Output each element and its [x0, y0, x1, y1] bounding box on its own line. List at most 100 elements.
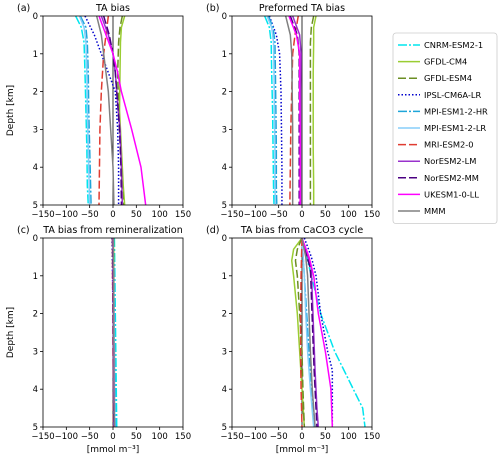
- x-tick-label: −150: [220, 210, 243, 220]
- x-tick-label: 100: [152, 432, 168, 442]
- panel-title: TA bias: [95, 3, 130, 14]
- x-tick-label: 150: [175, 432, 191, 442]
- series-line-mmm: [95, 16, 115, 205]
- panel-title: TA bias from CaCO3 cycle: [240, 225, 364, 236]
- y-tick-label: 1: [222, 272, 227, 282]
- x-tick-label: −100: [55, 432, 78, 442]
- x-tick-label: 0: [110, 210, 115, 220]
- y-tick-label: 0: [33, 234, 38, 244]
- y-tick-label: 2: [33, 310, 38, 320]
- legend-entry: GFDL-ESM4: [398, 73, 472, 83]
- legend-entry: CNRM-ESM2-1: [398, 40, 483, 50]
- x-tick-label: −100: [244, 432, 267, 442]
- panel-1: −150 −100 −50 0 50 100 150 0 1 2 3 4 5 (b) Preformed T…: [206, 3, 380, 220]
- x-tick-label: −50: [81, 210, 99, 220]
- legend-label: IPSL-CM6A-LR: [424, 90, 482, 100]
- y-axis-label: Depth [km]: [6, 307, 16, 358]
- legend-label: MRI-ESM2-0: [424, 140, 474, 150]
- x-tick-label: 150: [175, 210, 191, 220]
- series-line-noresm2-mm: [301, 238, 318, 427]
- x-tick-label: 0: [299, 432, 304, 442]
- y-tick-label: 1: [33, 50, 38, 60]
- legend-entry: MRI-ESM2-0: [398, 140, 474, 150]
- x-tick-label: 150: [364, 432, 380, 442]
- legend-label: NorESM2-LM: [424, 156, 476, 166]
- legend-box: [392, 32, 498, 225]
- series-line-gfdl-esm4: [116, 16, 125, 205]
- y-tick-label: 5: [222, 201, 227, 211]
- legend-entry: MPI-ESM1-2-HR: [398, 106, 488, 116]
- y-tick-label: 0: [222, 234, 227, 244]
- x-tick-label: 50: [320, 210, 331, 220]
- legend-entry: GFDL-CM4: [398, 57, 467, 67]
- legend: CNRM-ESM2-1 GFDL-CM4 GFDL-ESM4 IPSL-CM6A-LR…: [392, 32, 498, 225]
- x-axis-label: [mmol m⁻³]: [87, 445, 140, 455]
- legend-label: GFDL-CM4: [424, 57, 467, 67]
- panel-3: −150 −100 −50 0 50 100 150 0 1 2 3 4 5 (d) TA bias fro…: [206, 225, 380, 455]
- series-line-ipsl-cm6a-lr: [84, 16, 120, 205]
- series-line-mmm: [301, 238, 316, 427]
- legend-label: CNRM-ESM2-1: [424, 40, 483, 50]
- x-tick-label: 50: [320, 432, 331, 442]
- y-tick-label: 4: [33, 163, 38, 173]
- legend-entry: IPSL-CM6A-LR: [398, 90, 482, 100]
- series-line-gfdl-cm4: [118, 16, 126, 205]
- series-line-mpi-esm1-2-lr: [266, 16, 277, 205]
- series-group: [74, 16, 147, 205]
- legend-entry: UKESM1-0-LL: [398, 189, 479, 199]
- y-tick-label: 3: [33, 125, 38, 135]
- series-line-mri-esm2-0: [299, 238, 303, 427]
- series-line-ukesm1-0-ll: [288, 16, 301, 205]
- x-tick-label: −50: [270, 432, 288, 442]
- series-line-gfdl-esm4: [309, 16, 315, 205]
- x-tick-label: 0: [299, 210, 304, 220]
- y-tick-label: 3: [222, 125, 227, 135]
- legend-entry: NorESM2-MM: [398, 173, 479, 183]
- legend-label: MMM: [424, 206, 445, 216]
- y-tick-label: 3: [33, 347, 38, 357]
- series-line-gfdl-cm4: [290, 238, 306, 427]
- x-tick-label: −100: [244, 210, 267, 220]
- y-tick-label: 5: [33, 201, 38, 211]
- legend-label: UKESM1-0-LL: [424, 189, 479, 199]
- series-line-gfdl-esm4: [294, 238, 306, 427]
- x-tick-label: 100: [152, 210, 168, 220]
- panel-label: (b): [206, 3, 219, 14]
- y-tick-label: 1: [222, 50, 227, 60]
- series-group: [263, 16, 317, 205]
- x-tick-label: −150: [220, 432, 243, 442]
- panel-label: (d): [206, 225, 219, 236]
- legend-label: MPI-ESM1-2-LR: [424, 123, 486, 133]
- series-line-mpi-esm1-2-lr: [78, 16, 91, 205]
- series-line-mpi-esm1-2-lr: [301, 238, 315, 427]
- series-line-ukesm1-0-ll: [98, 16, 147, 205]
- y-tick-label: 5: [222, 423, 227, 433]
- series-line-cnrm-esm2-1: [74, 16, 90, 205]
- legend-label: MPI-ESM1-2-HR: [424, 106, 488, 116]
- x-tick-label: 50: [131, 210, 142, 220]
- legend-label: GFDL-ESM4: [424, 73, 472, 83]
- legend-entry: MMM: [398, 206, 445, 216]
- legend-entry: MPI-ESM1-2-LR: [398, 123, 486, 133]
- y-tick-label: 2: [33, 88, 38, 98]
- series-line-mmm: [284, 16, 294, 205]
- panel-title: Preformed TA bias: [259, 3, 345, 14]
- y-tick-label: 4: [222, 385, 227, 395]
- series-line-ipsl-cm6a-lr: [303, 238, 334, 427]
- x-tick-label: −100: [55, 210, 78, 220]
- x-tick-label: −50: [270, 210, 288, 220]
- y-tick-label: 1: [33, 272, 38, 282]
- y-tick-label: 4: [222, 163, 227, 173]
- series-line-ukesm1-0-ll: [301, 238, 334, 427]
- panel-0: −150 −100 −50 0 50 100 150 0 1 2 3 4 5 (a) TA bias Dept…: [6, 3, 191, 220]
- x-axis-label: [mmol m⁻³]: [276, 445, 329, 455]
- y-tick-label: 2: [222, 88, 227, 98]
- y-tick-label: 3: [222, 347, 227, 357]
- series-line-noresm2-lm: [301, 238, 320, 427]
- legend-entry: NorESM2-LM: [398, 156, 476, 166]
- panel-2: −150 −100 −50 0 50 100 150 0 1 2 3 4 5 (c) TA bias fro…: [6, 225, 191, 455]
- y-axis-label: Depth [km]: [6, 85, 16, 136]
- y-tick-label: 0: [222, 12, 227, 22]
